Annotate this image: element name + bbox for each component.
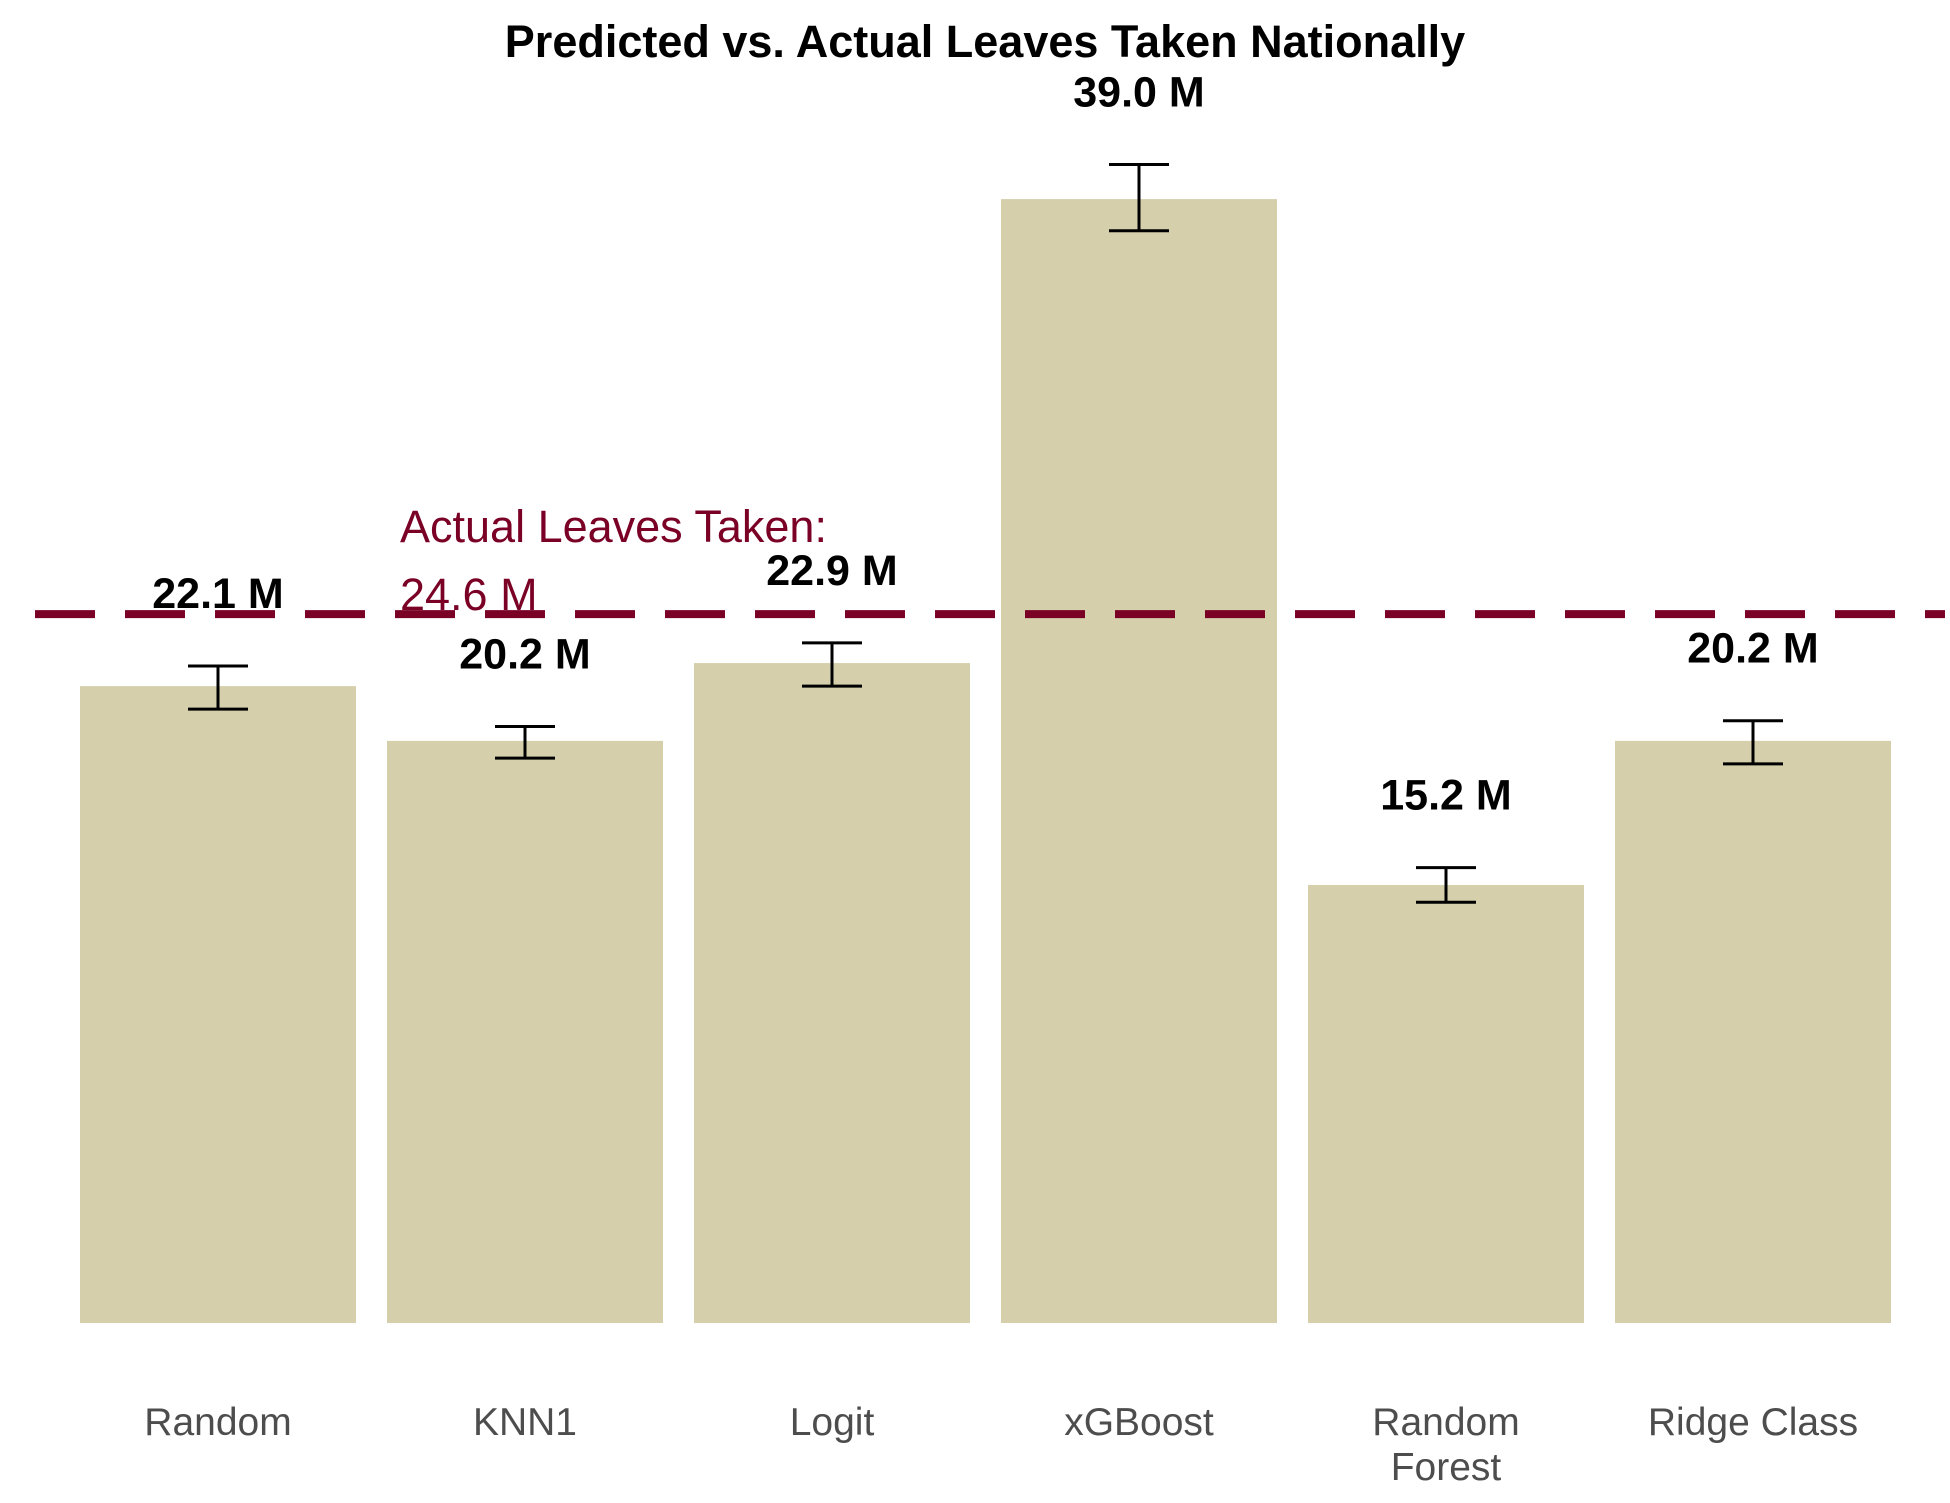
x-tick-label: xGBoost bbox=[1064, 1401, 1214, 1444]
reference-layer: Actual Leaves Taken: 24.6 M bbox=[35, 501, 1945, 620]
data-label: 20.2 M bbox=[459, 630, 590, 678]
x-tick-label: Random bbox=[144, 1401, 291, 1444]
data-label: 39.0 M bbox=[1073, 69, 1204, 117]
bar bbox=[387, 740, 663, 1323]
x-tick-label: Logit bbox=[790, 1401, 875, 1444]
data-label: 15.2 M bbox=[1380, 772, 1511, 820]
x-tick-label: Random Forest bbox=[1372, 1401, 1519, 1489]
data-label: 20.2 M bbox=[1687, 625, 1818, 673]
chart-title: Predicted vs. Actual Leaves Taken Nation… bbox=[505, 16, 1465, 67]
reference-line-label: Actual Leaves Taken: bbox=[400, 501, 827, 552]
bar bbox=[80, 686, 356, 1323]
x-axis-ticks: Random KNN1 Logit xGBoost Random Forest Ridge … bbox=[144, 1401, 1858, 1489]
bars-layer bbox=[80, 199, 1891, 1323]
bar bbox=[1615, 740, 1891, 1323]
error-bars-layer bbox=[188, 163, 1783, 904]
x-tick-label: Ridge Class bbox=[1648, 1401, 1858, 1444]
data-label: 22.9 M bbox=[766, 547, 897, 595]
bar bbox=[1308, 884, 1584, 1323]
value-labels-layer: 22.1 M 20.2 M 22.9 M 39.0 M 15.2 M 20.2 M bbox=[152, 69, 1818, 820]
x-tick-label: KNN1 bbox=[473, 1401, 577, 1444]
bar bbox=[1001, 199, 1277, 1323]
data-label: 22.1 M bbox=[152, 570, 283, 618]
bar bbox=[694, 663, 970, 1323]
